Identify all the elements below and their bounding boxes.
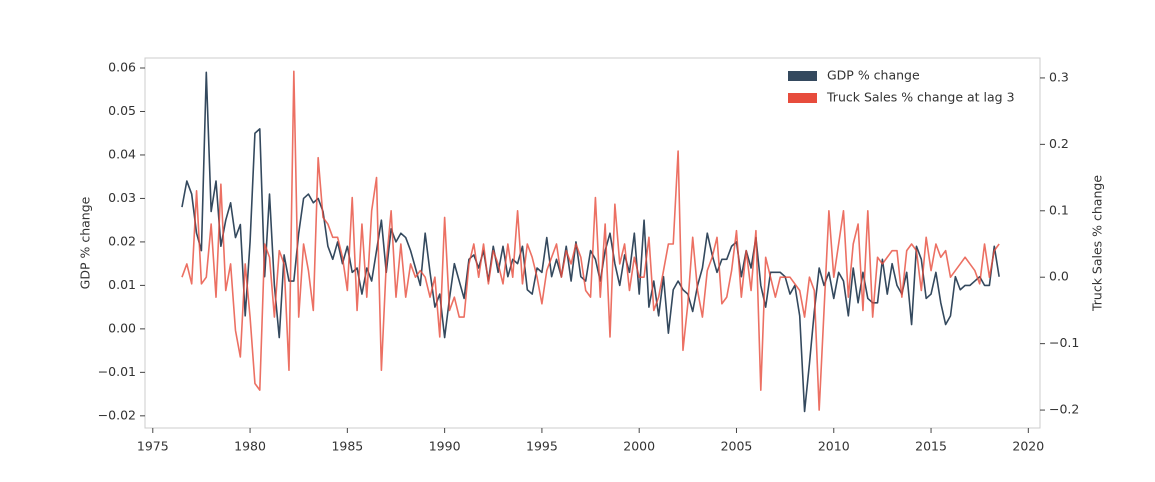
y-tick-label: 0.02 xyxy=(108,233,136,248)
y-tick-label: 0.00 xyxy=(108,320,136,335)
y2-tick-label: 0.2 xyxy=(1049,136,1069,151)
series-line xyxy=(181,70,1000,411)
y2-axis-label: Truck Sales % change xyxy=(1090,175,1105,312)
y-tick-label: 0.03 xyxy=(108,190,136,205)
legend-swatch xyxy=(788,93,817,103)
x-tick-label: 2015 xyxy=(915,439,947,454)
x-tick-label: 1990 xyxy=(429,439,461,454)
series-line xyxy=(181,71,1000,413)
y2-tick-label: −0.2 xyxy=(1049,402,1079,417)
x-tick-label: 2000 xyxy=(623,439,655,454)
x-tick-label: 1980 xyxy=(234,439,266,454)
legend-label: Truck Sales % change at lag 3 xyxy=(826,90,1015,105)
y2-tick-label: −0.1 xyxy=(1049,335,1079,350)
y-tick-label: −0.01 xyxy=(98,364,136,379)
y-tick-label: 0.04 xyxy=(108,146,136,161)
x-tick-label: 2010 xyxy=(818,439,850,454)
x-tick-label: 1975 xyxy=(137,439,169,454)
y2-tick-label: 0.3 xyxy=(1049,69,1069,84)
x-tick-label: 1985 xyxy=(331,439,363,454)
y2-tick-label: 0.1 xyxy=(1049,202,1069,217)
plot-frame xyxy=(144,57,1041,429)
y-tick-label: 0.06 xyxy=(108,60,136,75)
y-tick-label: 0.05 xyxy=(108,103,136,118)
legend-label: GDP % change xyxy=(827,68,920,83)
y-axis-label: GDP % change xyxy=(78,196,93,289)
y-tick-label: −0.02 xyxy=(98,407,136,422)
x-tick-label: 2020 xyxy=(1012,439,1044,454)
y2-tick-label: 0.0 xyxy=(1049,269,1069,284)
y-tick-label: 0.01 xyxy=(108,277,136,292)
x-tick-label: 1995 xyxy=(526,439,558,454)
legend-swatch xyxy=(788,71,817,81)
x-tick-label: 2005 xyxy=(721,439,753,454)
